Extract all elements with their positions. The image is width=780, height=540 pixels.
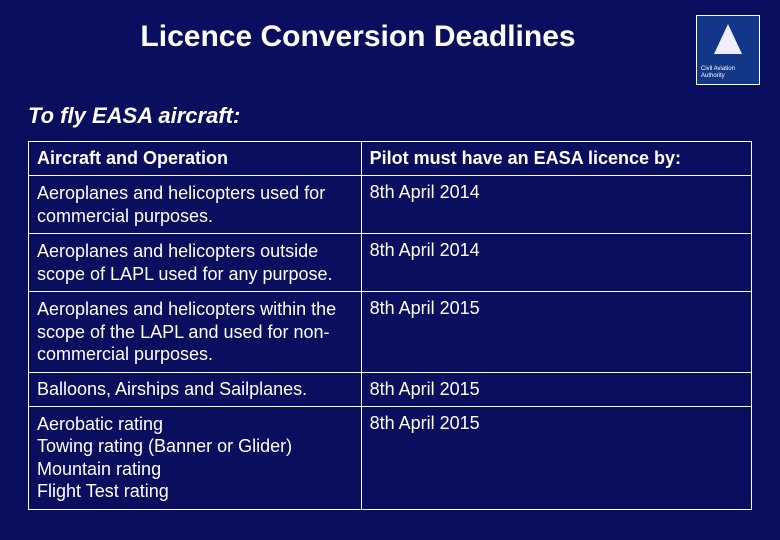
- deadlines-table: Aircraft and Operation Pilot must have a…: [28, 141, 752, 510]
- table-header-row: Aircraft and Operation Pilot must have a…: [29, 142, 752, 176]
- logo-text-line1: Civil Aviation: [697, 66, 759, 73]
- table-row: Balloons, Airships and Sailplanes. 8th A…: [29, 372, 752, 406]
- cell-operation: Aeroplanes and helicopters used for comm…: [29, 176, 362, 234]
- page-title: Licence Conversion Deadlines: [20, 15, 696, 54]
- cell-deadline: 8th April 2015: [361, 292, 751, 373]
- slide-header: Licence Conversion Deadlines Civil Aviat…: [0, 0, 780, 85]
- table-row: Aeroplanes and helicopters outside scope…: [29, 234, 752, 292]
- logo-text-line2: Authority: [697, 73, 759, 80]
- cell-operation: Aeroplanes and helicopters outside scope…: [29, 234, 362, 292]
- cell-deadline: 8th April 2014: [361, 176, 751, 234]
- cell-deadline: 8th April 2015: [361, 372, 751, 406]
- cell-operation: Aeroplanes and helicopters within the sc…: [29, 292, 362, 373]
- column-header-deadline: Pilot must have an EASA licence by:: [361, 142, 751, 176]
- table-row: Aerobatic ratingTowing rating (Banner or…: [29, 406, 752, 509]
- caa-logo: Civil Aviation Authority: [696, 15, 760, 85]
- subtitle: To fly EASA aircraft:: [0, 85, 780, 141]
- logo-shape-icon: [714, 24, 742, 54]
- cell-deadline: 8th April 2015: [361, 406, 751, 509]
- cell-deadline: 8th April 2014: [361, 234, 751, 292]
- table-row: Aeroplanes and helicopters within the sc…: [29, 292, 752, 373]
- table-row: Aeroplanes and helicopters used for comm…: [29, 176, 752, 234]
- cell-operation: Aerobatic ratingTowing rating (Banner or…: [29, 406, 362, 509]
- cell-operation: Balloons, Airships and Sailplanes.: [29, 372, 362, 406]
- column-header-operation: Aircraft and Operation: [29, 142, 362, 176]
